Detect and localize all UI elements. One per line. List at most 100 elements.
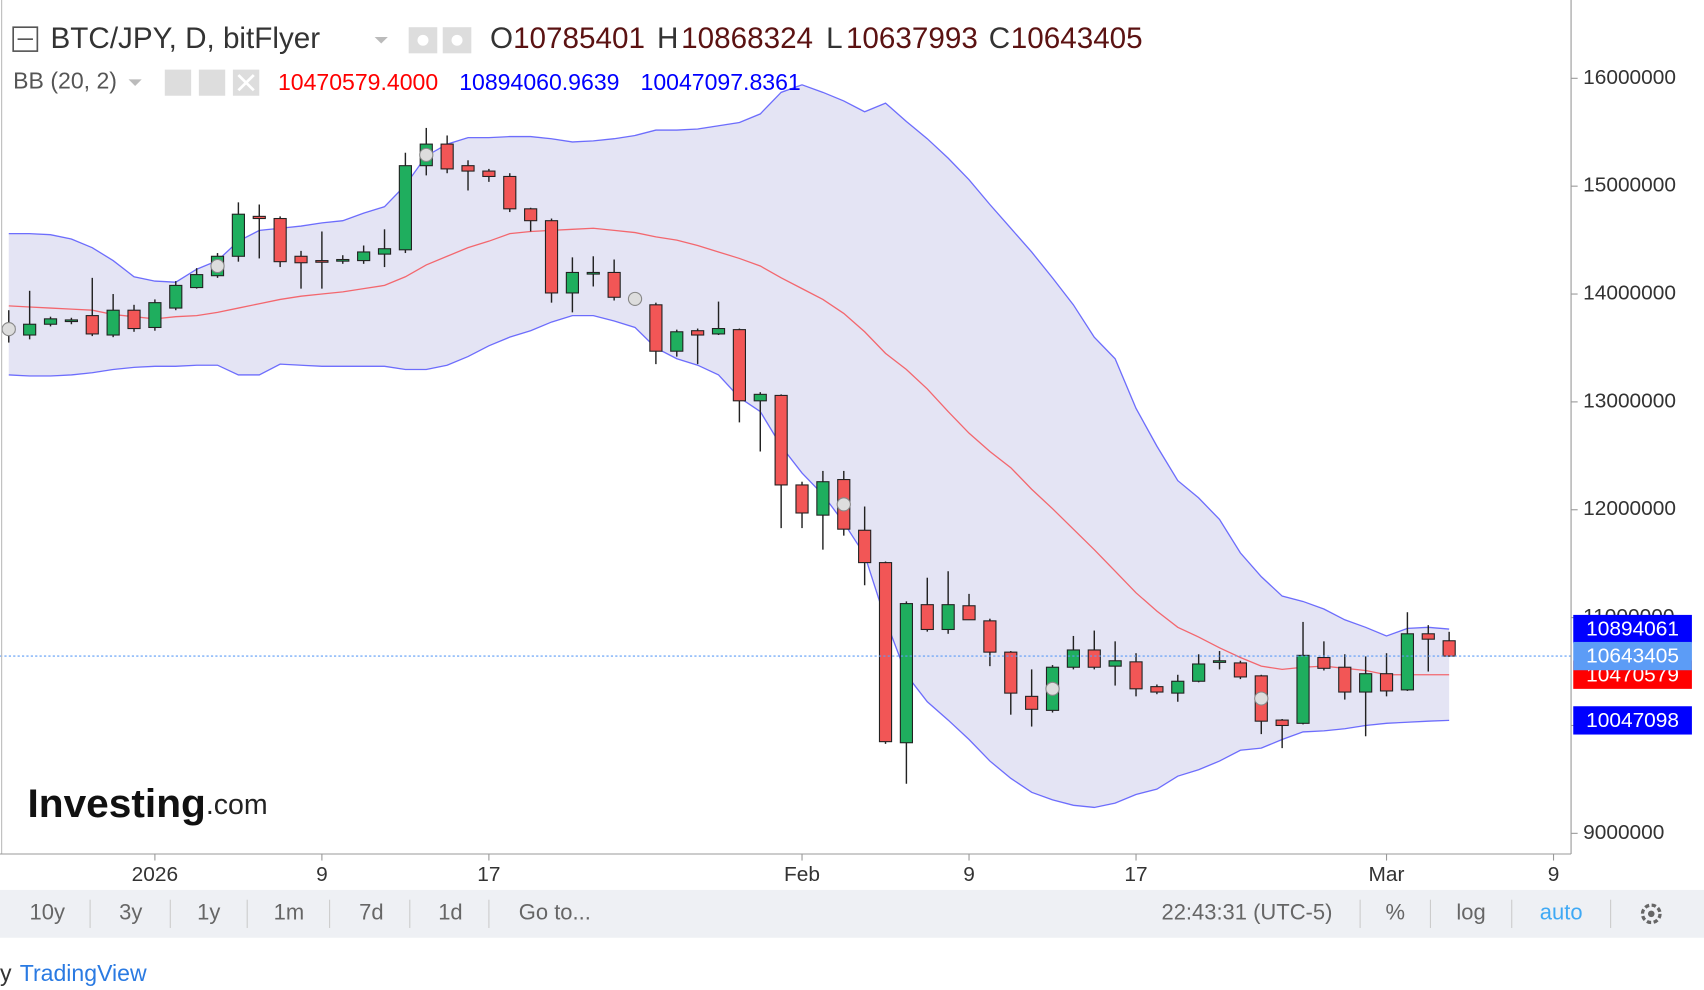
event-marker[interactable] [1,322,16,337]
ohlc-value: 10785401 [513,22,645,55]
bb-settings-icon[interactable] [198,69,226,96]
event-marker[interactable] [836,497,851,512]
x-tick-label: 17 [1124,863,1147,886]
range-button[interactable]: 1y [197,900,220,925]
event-marker[interactable] [1254,691,1269,706]
candle-body [273,217,287,263]
candle-body [795,484,809,514]
candle-body [565,271,579,294]
range-button[interactable]: 3y [119,900,142,925]
candle-body [1296,654,1310,724]
candle-body [1338,666,1352,693]
candle-body [1108,660,1122,667]
watermark-name: Investing [27,780,205,826]
candle-body [461,165,475,172]
y-tick-label: 16000000 [1583,66,1676,89]
range-button[interactable]: 1d [438,900,462,925]
candle-body [816,481,830,516]
candle-body [231,213,245,257]
candle-body [315,260,329,263]
auto-button[interactable]: auto [1540,900,1583,925]
toolbar [0,889,1704,938]
candle-body [377,248,392,255]
candle-body [732,329,747,402]
event-marker[interactable] [419,147,434,162]
candle-body [43,318,58,325]
candle-body [941,604,955,631]
candle-body [1317,656,1331,669]
candle-body [670,331,684,352]
event-marker[interactable] [210,258,225,274]
close-axis-label: 10643405 [1586,645,1679,668]
bollinger-fill [8,84,1450,808]
indicator-title: BB (20, 2) [13,68,117,94]
ohlc-prefix: L [826,22,843,55]
candle-body [294,255,308,264]
candle-body [127,309,141,330]
y-tick-label: 14000000 [1583,282,1676,305]
candle-body [357,251,371,262]
x-tick-label: 2026 [132,863,178,886]
bollinger-line [8,84,1450,637]
log-button[interactable]: log [1456,900,1485,925]
bollinger-axis-box [1573,706,1692,735]
x-tick-label: 9 [1548,863,1560,886]
candle-body [1066,649,1081,668]
footer-prefix: y [0,960,12,986]
bollinger-line [8,227,1450,676]
candle-body [398,165,412,251]
candle-body [1150,686,1164,693]
candle-body [649,304,663,352]
candle-body [1359,673,1373,693]
candle-body [899,603,914,744]
settings-gear[interactable] [1640,903,1662,925]
percent-button[interactable]: % [1386,900,1406,925]
ohlc-prefix: C [989,22,1010,55]
candle-body [711,328,726,335]
dropdown-icon[interactable] [374,36,388,44]
goto-button[interactable]: Go to... [519,900,591,925]
range-button[interactable]: 7d [359,900,383,925]
candle-body [1421,633,1435,640]
candle-body [252,215,266,220]
y-tick-label: 13000000 [1583,389,1676,412]
bollinger-axis-box [1573,614,1692,644]
candle-body [1275,719,1289,727]
candle-body [440,143,454,170]
range-button[interactable]: 1m [274,900,305,925]
candle-body [1171,680,1185,694]
ohlc-prefix: O [490,22,513,55]
y-tick-label: 9000000 [1583,821,1664,844]
candle-body [23,323,37,336]
candle-body [148,302,162,329]
candle-body [858,529,872,564]
footer-link[interactable]: TradingView [20,960,147,986]
bb-dropdown-icon[interactable] [128,79,142,86]
candle-body [1379,673,1394,692]
candle-body [336,258,350,262]
candle-body [524,208,538,222]
ohlc-value: 10868324 [681,22,813,55]
clock: 22:43:31 (UTC-5) [1161,900,1332,925]
candle-body [1025,695,1039,710]
x-tick-label: 9 [316,863,328,886]
range-button[interactable]: 10y [30,900,65,925]
settings-icon-center [451,34,463,46]
bb-remove-cross [237,74,255,92]
bb-eye-icon[interactable] [164,69,192,96]
event-marker[interactable] [1045,681,1060,696]
candle-body [586,271,600,275]
symbol-title: BTC/JPY, D, bitFlyer [51,22,321,55]
y-tick-label: 15000000 [1583,174,1676,197]
candle-body [607,271,621,298]
candle-body [482,170,496,178]
candle-body [878,562,893,743]
collapse-icon[interactable] [12,26,39,52]
indicator-value: 10047097.8361 [641,69,801,95]
candle-body [1192,663,1206,682]
event-marker[interactable] [627,291,643,306]
eye-icon-pupil [417,34,429,46]
ohlc-value: 10637993 [846,22,978,55]
indicator-value: 10894060.9639 [459,69,619,95]
